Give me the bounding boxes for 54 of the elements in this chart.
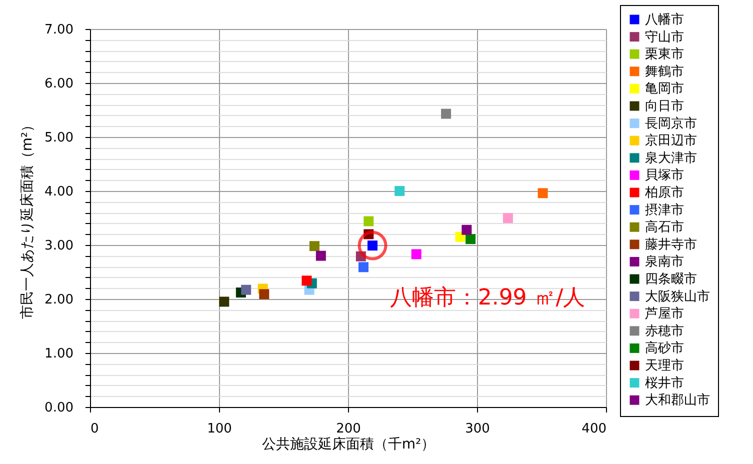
legend-label: 藤井寺市 [645,237,697,252]
y-tick-label: 5.00 [44,130,74,146]
y-tick-label: 3.00 [44,238,74,254]
y-tick-label: 2.00 [44,292,74,308]
point [538,188,548,198]
point [241,284,252,295]
x-tick-label: 400 [582,422,606,436]
point [466,234,476,244]
y-tick-label: 6.00 [44,76,74,92]
y-tick-label: 1.00 [44,346,74,362]
legend-label: 舞鶴市 [645,64,684,80]
point [502,213,513,223]
legend-label: 高石市 [645,219,684,236]
y-tick-label: 0.00 [44,400,74,416]
legend-label: 高砂市 [645,340,684,356]
point [462,224,472,235]
legend-label: 向日市 [645,99,684,114]
point [316,250,326,261]
point [358,262,368,272]
legend-label: 八幡市 [645,12,684,28]
x-tick-label: 300 [465,422,490,436]
x-tick-label: 200 [336,422,361,436]
legend-label: 長岡京市 [645,116,697,132]
legend-label: 泉南市 [645,254,684,270]
legend-label: 京田辺市 [645,134,697,149]
legend-label: 大和郡山市 [645,393,710,408]
point [441,108,452,119]
x-axis-title: 公共施設延床面積（千m²） [262,436,436,452]
legend-label: 柏原市 [644,186,684,200]
x-tick-label: 100 [207,422,232,436]
point [394,186,405,196]
legend-label: 亀岡市 [645,82,684,97]
point [364,216,374,226]
annotation: 八幡市：2.99 ㎡/人 [390,286,586,311]
legend-label: 大阪狭山市 [645,289,710,304]
legend-label: 赤穂市 [645,324,684,339]
point [411,249,422,260]
point [259,289,270,300]
legend-label: 栗東市 [645,47,684,62]
legend-label: 泉大津市 [645,150,697,166]
legend-label: 天理市 [645,358,684,374]
y-tick-label: 4.00 [44,184,74,200]
legend-label: 守山市 [645,30,684,45]
x-tick-label: 0 [90,422,99,436]
point [302,276,312,286]
legend-label: 芦屋市 [645,306,684,322]
y-axis-title: 市民一人あたり延床面積（m²） [20,118,36,320]
legend-label: 摂津市 [645,202,684,218]
point [309,241,320,252]
legend-label: 桜井市 [645,376,684,391]
point [219,296,230,307]
legend-label: 貝塚市 [645,168,684,184]
y-tick-label: 7.00 [44,22,74,38]
legend-label: 四条畷市 [645,272,697,287]
